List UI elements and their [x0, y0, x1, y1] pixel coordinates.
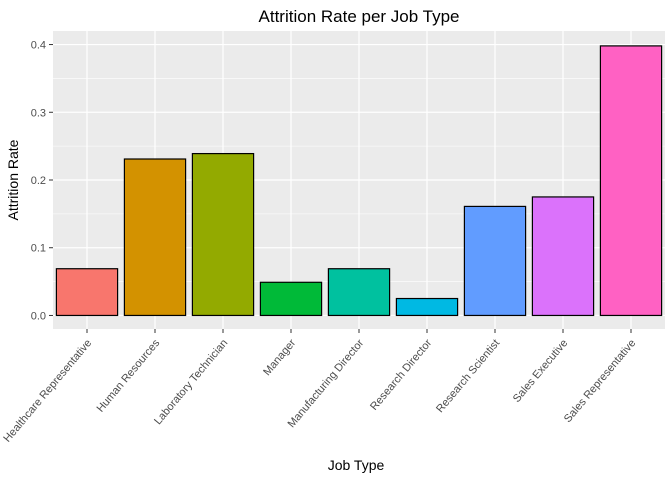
x-tick-label: Healthcare Representative [1, 337, 94, 444]
x-tick-label: Manufacturing Director [286, 337, 367, 430]
y-tick-label: 0.2 [31, 175, 46, 187]
chart-title: Attrition Rate per Job Type [259, 7, 460, 26]
bars [55, 45, 663, 317]
bar [55, 268, 119, 317]
bar [395, 297, 459, 317]
x-tick-label: Human Resources [95, 337, 163, 415]
y-tick-label: 0.1 [31, 243, 46, 255]
bar [123, 158, 187, 317]
x-axis: Healthcare Representative Human Resources… [1, 329, 638, 445]
bar [191, 152, 255, 317]
x-tick-label: Research Director [368, 337, 434, 413]
y-axis: 0.0 0.1 0.2 0.3 0.4 [31, 40, 53, 322]
y-tick-label: 0.3 [31, 107, 46, 119]
bar [259, 281, 323, 317]
bar [463, 205, 527, 317]
bar [599, 45, 663, 317]
x-tick-label: Laboratory Technician [152, 337, 230, 427]
y-axis-title: Attrition Rate [5, 139, 21, 220]
bar [531, 196, 595, 317]
y-tick-label: 0.4 [31, 40, 46, 52]
x-tick-label: Research Scientist [434, 337, 502, 415]
x-tick-label: Sales Executive [511, 337, 571, 405]
x-axis-title: Job Type [328, 457, 385, 473]
x-tick-label: Sales Representative [562, 337, 638, 425]
x-tick-label: Manager [261, 337, 298, 378]
y-tick-label: 0.0 [31, 310, 46, 322]
bar [327, 268, 391, 317]
